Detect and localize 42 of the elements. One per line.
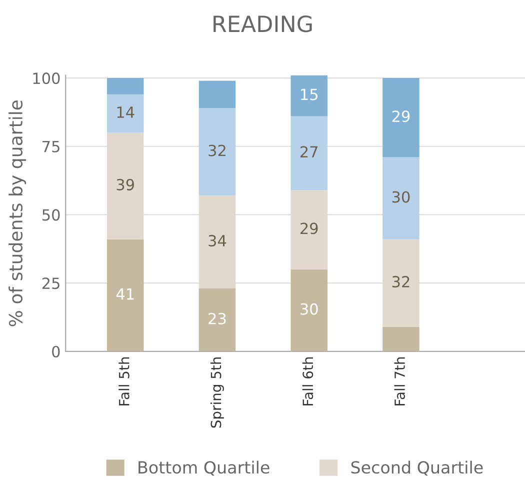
x-tick-label: Fall 7th: [394, 357, 405, 406]
x-tick-label: Fall 5th: [118, 357, 130, 406]
bar: [382, 157, 420, 240]
data-label: 14: [117, 106, 134, 118]
bar: [290, 116, 328, 190]
data-label: 30: [392, 191, 410, 203]
bar: [106, 94, 144, 133]
y-tick-label: 75: [42, 141, 60, 152]
data-label: 30: [300, 303, 318, 315]
data-label: 15: [301, 88, 318, 100]
bar: [382, 78, 420, 158]
data-label: 23: [208, 312, 226, 324]
bar: [198, 196, 236, 289]
data-label: 29: [300, 222, 318, 234]
bar: [290, 190, 328, 270]
bar: [106, 239, 144, 352]
data-label: 34: [208, 234, 226, 246]
legend-label: Second Quartile: [351, 460, 483, 476]
data-label: 41: [116, 288, 134, 300]
x-tick-label: Fall 6th: [302, 357, 314, 406]
bar: [382, 239, 420, 327]
bar: [382, 326, 420, 352]
y-axis-title: % of students by quartile: [8, 100, 26, 326]
chart-title: READING: [214, 15, 312, 32]
bar: [290, 75, 328, 116]
data-label: 32: [392, 276, 410, 288]
bar: [198, 288, 236, 352]
data-label: 29: [392, 110, 410, 122]
bar: [106, 132, 144, 240]
bar: [198, 80, 236, 108]
bar: [106, 78, 144, 94]
y-tick-label: 50: [42, 209, 60, 221]
data-label: 39: [116, 178, 134, 190]
y-tick-label: 25: [42, 278, 60, 290]
bar: [198, 108, 236, 196]
data-label: 32: [208, 144, 226, 156]
y-tick-label: 100: [33, 72, 60, 84]
x-tick-label: Spring 5th: [210, 357, 224, 428]
y-tick-label: 0: [52, 346, 60, 358]
bar: [290, 269, 328, 352]
data-label: 27: [300, 146, 318, 158]
legend-label: Bottom Quartile: [138, 460, 270, 476]
